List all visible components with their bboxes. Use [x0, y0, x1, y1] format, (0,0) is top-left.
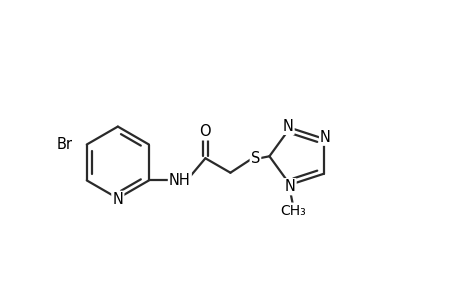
Text: S: S	[250, 151, 260, 166]
Text: methyl: methyl	[292, 207, 297, 208]
Text: N: N	[284, 179, 295, 194]
Text: Br: Br	[56, 137, 73, 152]
Text: N: N	[319, 130, 330, 145]
Text: NH: NH	[168, 173, 190, 188]
Text: CH₃: CH₃	[280, 204, 306, 218]
Text: N: N	[282, 119, 293, 134]
Text: O: O	[199, 124, 211, 139]
Text: N: N	[112, 192, 123, 207]
